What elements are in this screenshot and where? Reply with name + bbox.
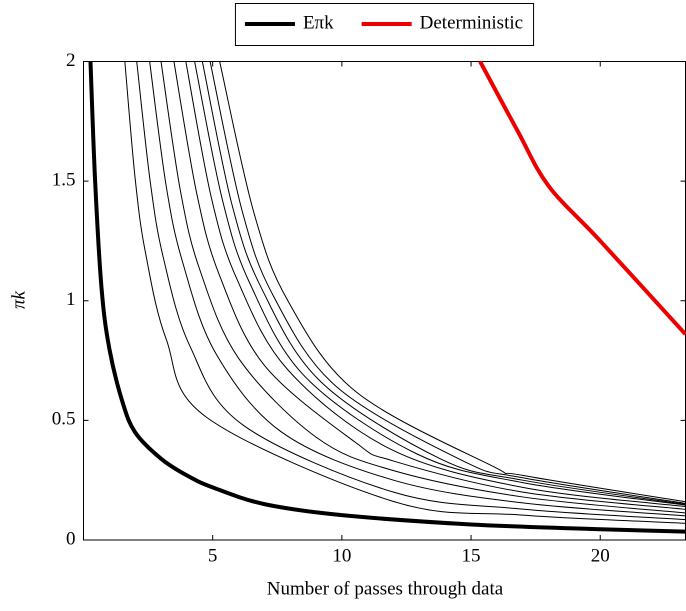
legend-label: Deterministic — [420, 12, 523, 33]
series-line — [124, 61, 686, 524]
x-tick-label: 5 — [208, 545, 218, 566]
series-line — [185, 61, 686, 508]
x-tick-label: 15 — [462, 545, 481, 566]
y-tick-label: 1.5 — [52, 169, 76, 190]
x-tick-label: 10 — [332, 545, 351, 566]
series-line — [88, 61, 686, 534]
y-tick-label: 1 — [66, 289, 76, 310]
series-line — [209, 61, 686, 504]
x-axis-label: Number of passes through data — [267, 578, 504, 599]
series-line — [201, 61, 686, 505]
lines — [88, 61, 686, 534]
legend-label: Eπk — [303, 12, 334, 33]
x-tick-label: 20 — [591, 545, 610, 566]
series-line — [219, 61, 686, 503]
series-line — [194, 61, 686, 506]
series-line — [136, 61, 686, 521]
series-line — [149, 61, 686, 517]
y-tick-label: 0.5 — [52, 409, 76, 430]
y-axis-label: πk — [8, 290, 29, 309]
y-tick-label: 2 — [66, 50, 76, 71]
legend: Eπk Deterministic — [234, 3, 535, 46]
series-line — [173, 61, 686, 510]
series-line — [160, 61, 686, 514]
y-tick-label: 0 — [66, 528, 76, 549]
series-line — [478, 61, 686, 336]
